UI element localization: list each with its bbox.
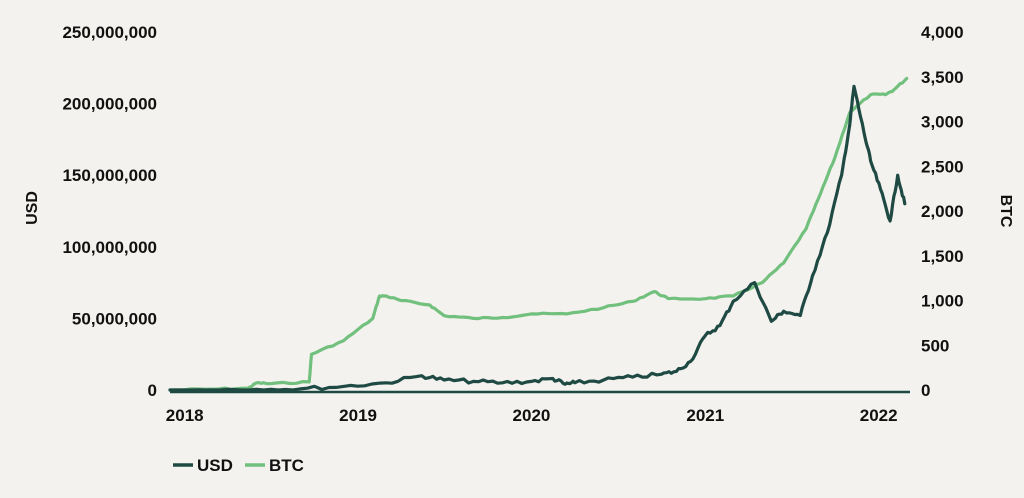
left-y-axis: 0 50,000,000 100,000,000 150,000,000 200,000… (62, 23, 157, 400)
right-tick-label: 1,500 (921, 247, 964, 266)
series-line-btc (168, 76, 909, 392)
right-tick-label: 3,000 (921, 113, 964, 132)
legend: USD BTC (173, 456, 304, 475)
right-tick-label: 2,500 (921, 157, 964, 176)
right-tick-label: 0 (921, 381, 930, 400)
x-tick-label: 2022 (860, 406, 898, 425)
left-tick-label: 200,000,000 (62, 95, 157, 114)
left-axis-title: USD (24, 191, 41, 225)
x-tick-label: 2021 (686, 406, 724, 425)
series-line-usd (168, 84, 907, 392)
right-axis-title: BTC (997, 195, 1014, 228)
right-tick-label: 500 (921, 336, 949, 355)
x-tick-label: 2019 (339, 406, 377, 425)
left-tick-label: 50,000,000 (72, 309, 157, 328)
plot-area (168, 76, 909, 392)
left-tick-label: 0 (148, 381, 157, 400)
left-tick-label: 150,000,000 (62, 166, 157, 185)
right-y-axis: 0 500 1,000 1,500 2,000 2,500 3,000 3,500 4,000 (921, 23, 964, 400)
left-tick-label: 250,000,000 (62, 23, 157, 42)
x-axis: 2018 2019 2020 2021 2022 (166, 406, 898, 425)
x-tick-label: 2018 (166, 406, 204, 425)
legend-label-btc: BTC (269, 456, 304, 475)
legend-label-usd: USD (197, 456, 233, 475)
right-tick-label: 3,500 (921, 68, 964, 87)
left-tick-label: 100,000,000 (62, 238, 157, 257)
right-tick-label: 2,000 (921, 202, 964, 221)
x-tick-label: 2020 (513, 406, 551, 425)
right-tick-label: 4,000 (921, 23, 964, 42)
right-tick-label: 1,000 (921, 292, 964, 311)
